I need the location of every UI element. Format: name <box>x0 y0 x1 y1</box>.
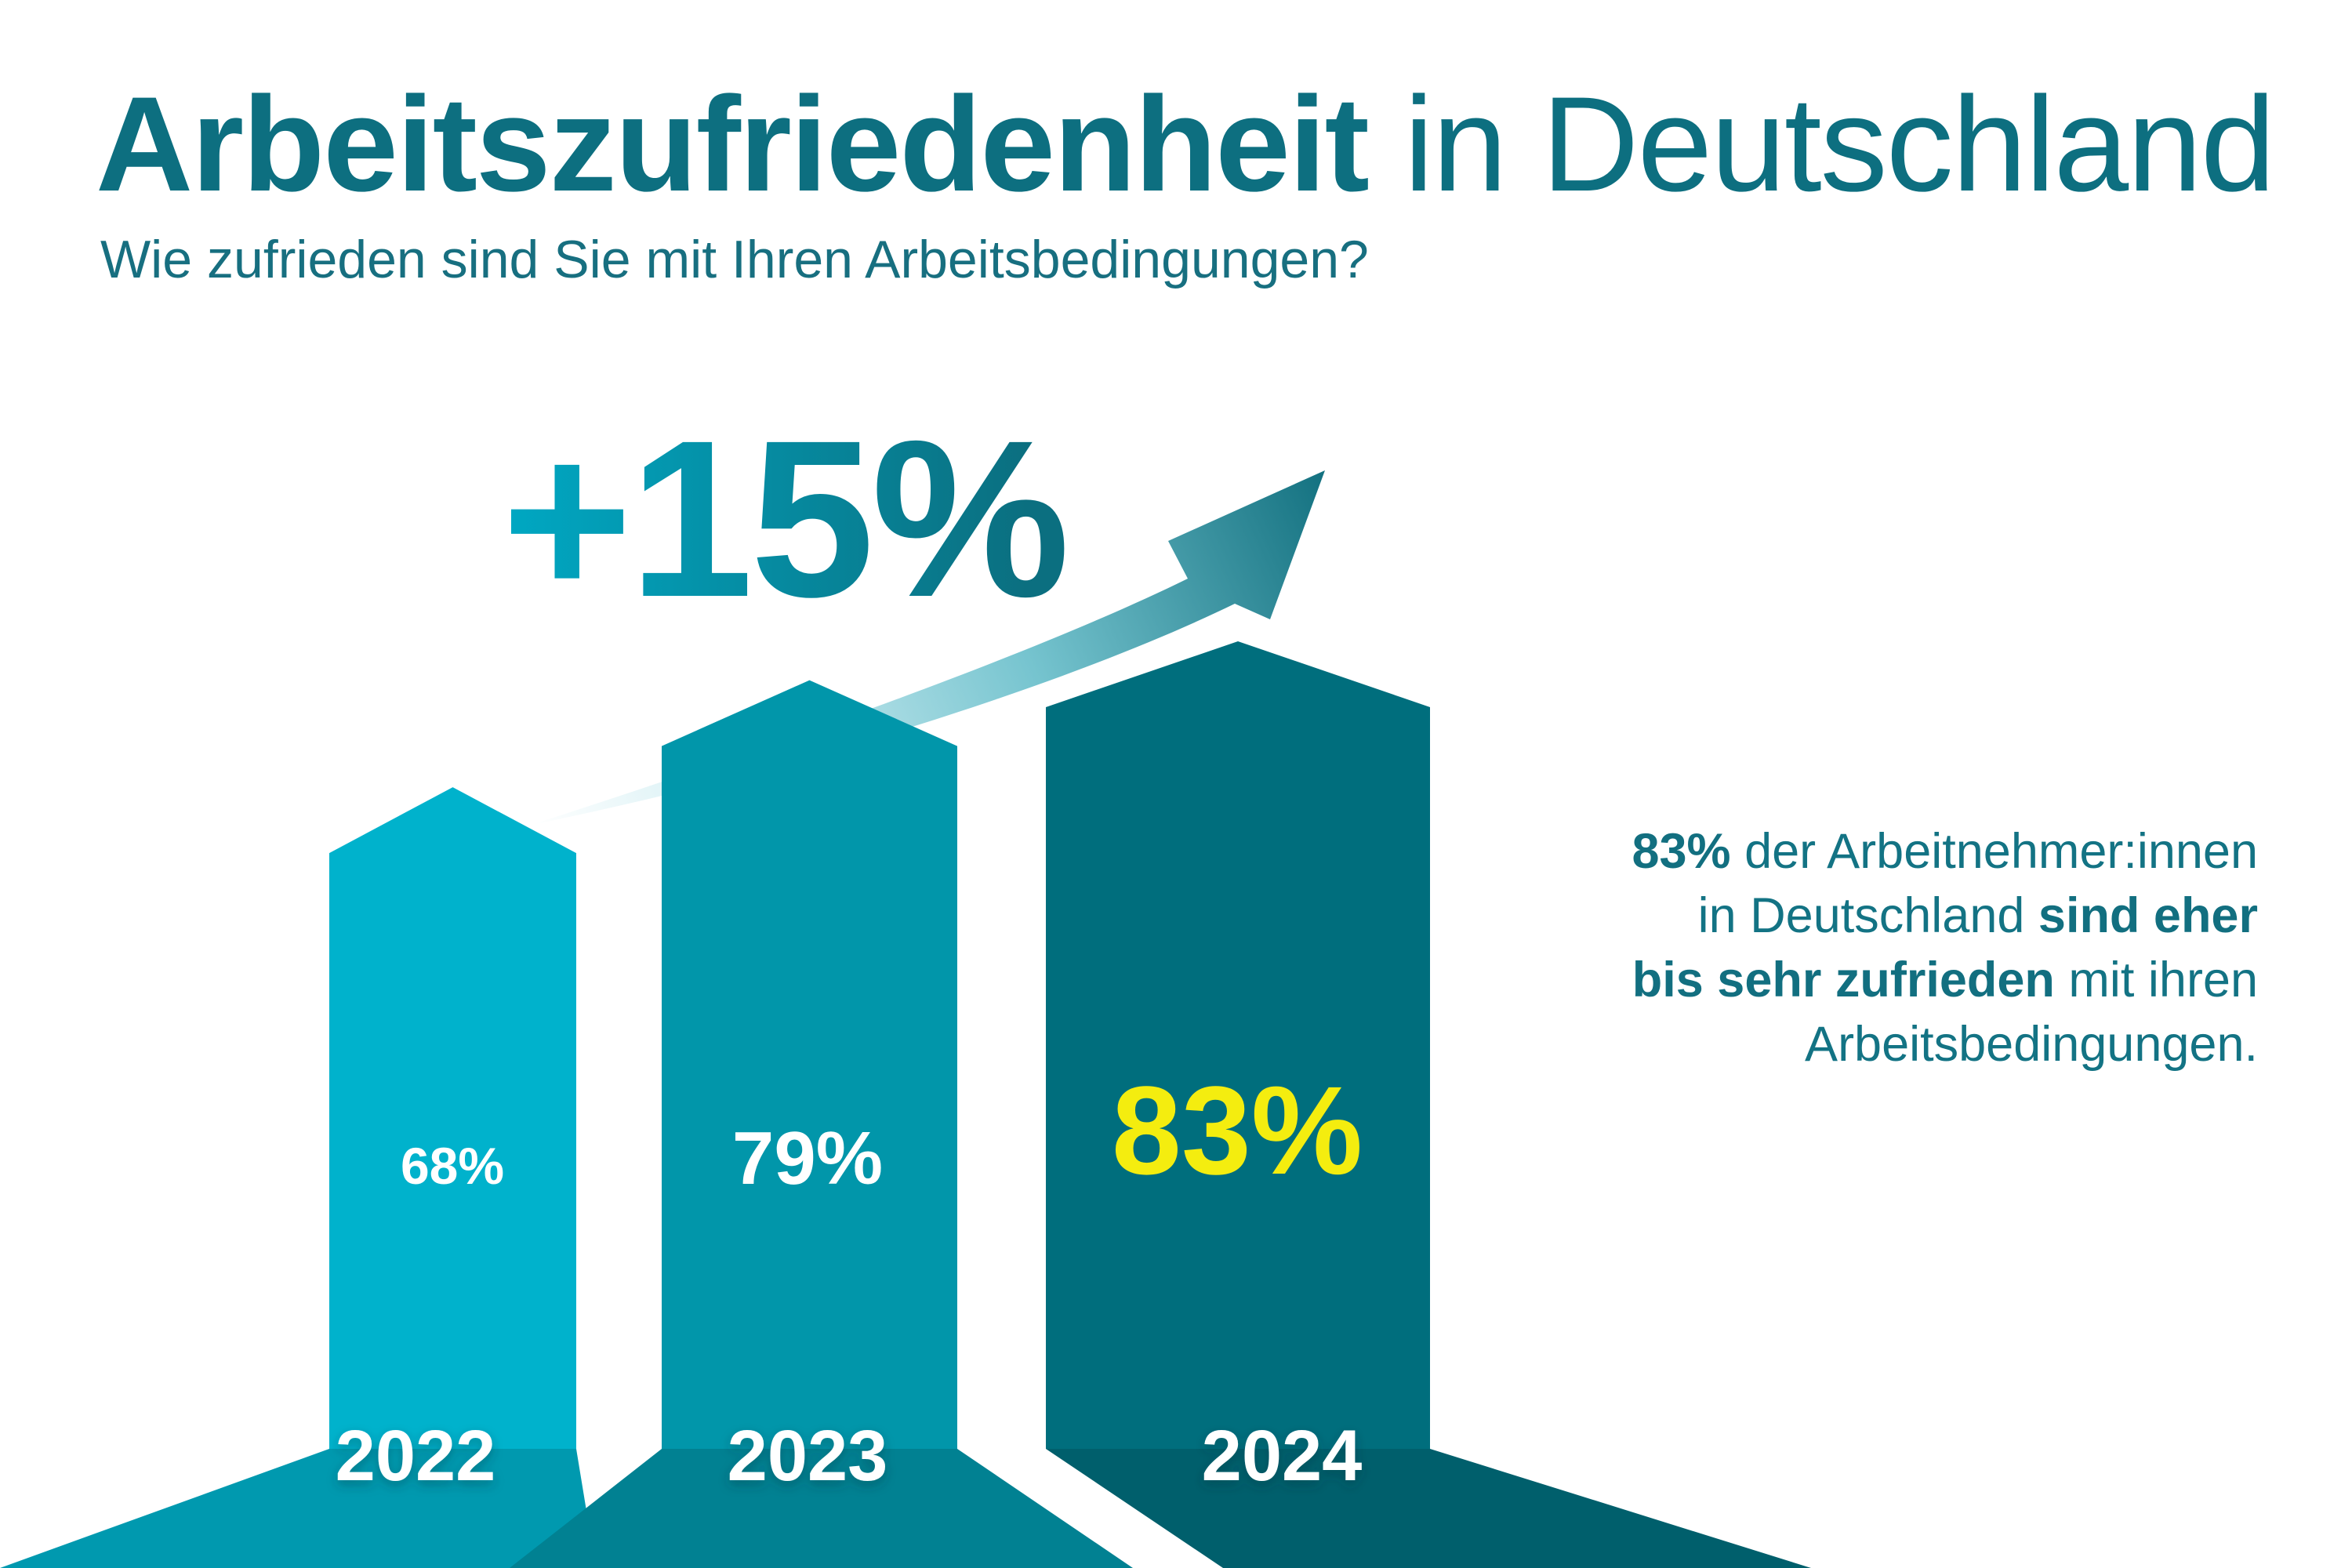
summary-text-part: in Deutschland <box>1697 888 2038 943</box>
year-label-2022: 2022 <box>336 1416 496 1496</box>
bar-2024 <box>1046 641 1430 1449</box>
bar-value-2024: 83% <box>1112 1060 1363 1200</box>
trend-layer: +15% <box>502 394 1325 825</box>
bar-ground <box>1046 1449 1811 1568</box>
page-title: Arbeitszufriedenheit in Deutschland <box>96 77 2275 212</box>
growth-label: +15% <box>502 394 1067 644</box>
summary-line: 83% der Arbeitnehmer:innen <box>1632 824 2258 879</box>
text-layer: 68% 2022 79% 2023 83% 2024 <box>336 1060 1363 1496</box>
title-bold-part: Arbeitszufriedenheit <box>96 69 1370 220</box>
title-light-part: in Deutschland <box>1367 69 2276 220</box>
chart-subtitle: Wie zufrieden sind Sie mit Ihren Arbeits… <box>100 230 1369 289</box>
year-label-2024: 2024 <box>1202 1416 1363 1496</box>
bar-2022 <box>329 787 576 1449</box>
summary-text: 83% der Arbeitnehmer:innen in Deutschlan… <box>1490 819 2258 1076</box>
summary-text-part: der Arbeitnehmer:innen <box>1730 824 2258 879</box>
bar-value-2022: 68% <box>401 1137 504 1195</box>
bar-2023 <box>662 680 957 1449</box>
summary-line: in Deutschland sind eher <box>1698 888 2258 943</box>
summary-emphasis: 83% <box>1632 824 1731 879</box>
summary-emphasis: bis sehr zufrieden <box>1632 953 2055 1007</box>
bars-layer <box>0 641 1811 1568</box>
year-label-2023: 2023 <box>728 1416 888 1496</box>
summary-text-part: mit ihren <box>2054 953 2258 1007</box>
bar-ground <box>0 1449 596 1568</box>
summary-line: bis sehr zufrieden mit ihren <box>1632 953 2258 1007</box>
bar-value-2023: 79% <box>732 1116 883 1200</box>
summary-text-part: Arbeitsbedingungen. <box>1805 1017 2258 1072</box>
bar-ground <box>510 1449 1133 1568</box>
summary-emphasis: sind eher <box>2038 888 2258 943</box>
summary-line: Arbeitsbedingungen. <box>1805 1017 2258 1072</box>
